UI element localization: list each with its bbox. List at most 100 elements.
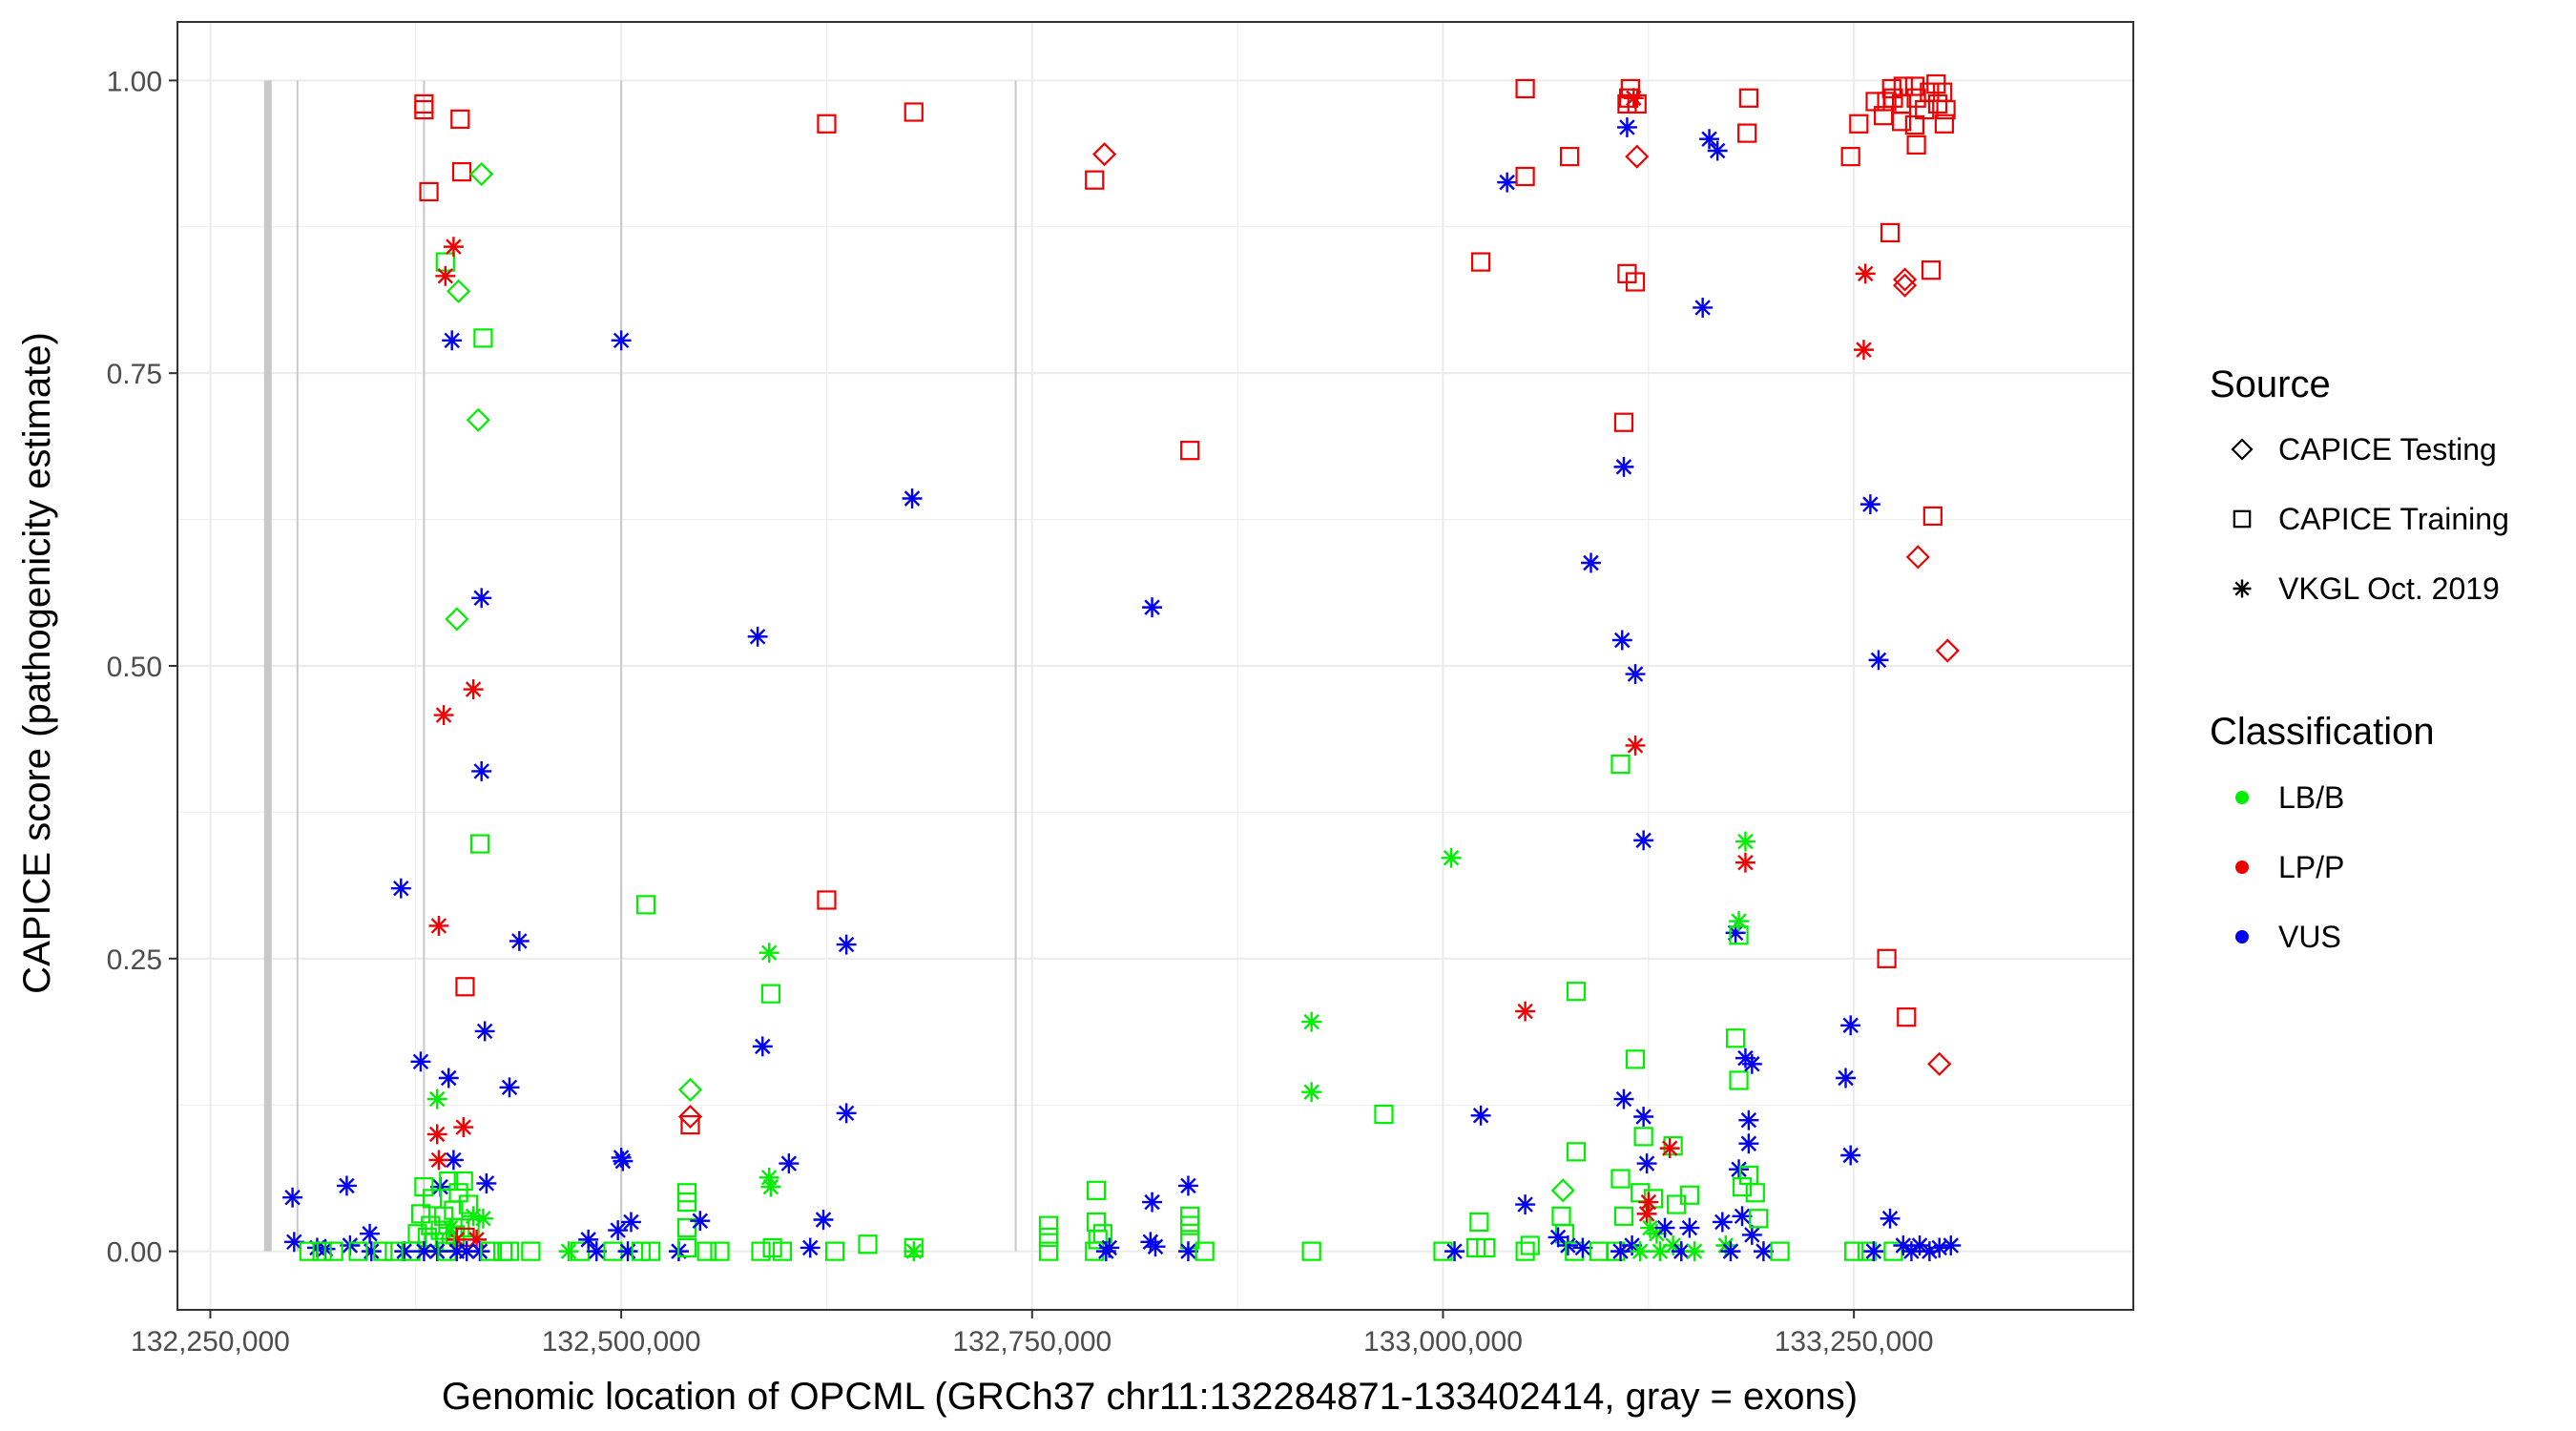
legend-key-square [2233, 509, 2252, 529]
data-point [772, 1241, 793, 1261]
data-point [1650, 1241, 1671, 1262]
data-point [1679, 1185, 1699, 1205]
asterisk-stroke [1517, 1003, 1533, 1020]
data-point [677, 1077, 703, 1102]
asterisk-stroke [339, 1177, 355, 1194]
data-point [1904, 76, 1925, 96]
data-point [1557, 1235, 1578, 1255]
asterisk-stroke [802, 1239, 819, 1256]
data-point [1625, 272, 1646, 292]
data-point [608, 1220, 629, 1240]
data-point [1729, 1070, 1749, 1090]
data-point [410, 1051, 431, 1072]
asterisk-stroke [1635, 832, 1652, 849]
data-point [1921, 260, 1942, 280]
data-point [1906, 135, 1926, 155]
data-point [1934, 114, 1955, 134]
data-point [1572, 1237, 1593, 1258]
data-point [1195, 1241, 1215, 1261]
data-point [1663, 1136, 1683, 1156]
asterisk-stroke [1842, 1147, 1859, 1164]
legend-title-classification: Classification [2210, 711, 2435, 753]
asterisk-stroke [1673, 1243, 1690, 1259]
data-point [1840, 1015, 1861, 1036]
data-point [1180, 1215, 1200, 1235]
data-point [1623, 88, 1644, 109]
asterisk-stroke [1614, 632, 1631, 649]
asterisk-stroke [1472, 1108, 1489, 1124]
data-point [641, 1241, 661, 1261]
asterisk-stroke [1180, 1243, 1196, 1259]
data-point [1630, 1241, 1651, 1262]
legend-title-source: Source [2210, 363, 2331, 405]
data-point [1684, 1241, 1705, 1262]
data-point [1735, 852, 1755, 873]
data-point [428, 1150, 449, 1171]
asterisk-stroke [1615, 459, 1632, 475]
asterisk-stroke [1681, 1219, 1698, 1236]
data-point [474, 1021, 495, 1042]
data-point [499, 1077, 520, 1098]
data-point [635, 895, 656, 915]
data-point [690, 1211, 711, 1232]
data-point [747, 626, 768, 647]
data-point [1515, 1194, 1536, 1214]
asterisk-stroke [1744, 1056, 1760, 1072]
data-point [1085, 170, 1105, 190]
data-point [463, 679, 484, 699]
data-point [1178, 1241, 1198, 1262]
data-point [1566, 982, 1587, 1002]
data-point [1470, 1105, 1491, 1126]
legend-item-lpp: LP/P [2278, 850, 2344, 884]
data-point [1374, 1104, 1394, 1125]
asterisk-stroke [444, 332, 460, 349]
data-point [1877, 92, 1897, 112]
data-point [1729, 911, 1750, 931]
data-point [1679, 1217, 1700, 1238]
asterisk-stroke [1856, 342, 1872, 358]
legend-key-dot [2235, 930, 2249, 944]
asterisk-stroke [455, 1119, 471, 1135]
asterisk-stroke [1144, 599, 1160, 615]
data-point [1633, 830, 1654, 851]
asterisk-stroke [1857, 265, 1874, 282]
asterisk-stroke [1624, 1237, 1640, 1254]
asterisk-stroke [437, 268, 454, 284]
data-point [1515, 78, 1535, 99]
data-point [480, 1241, 500, 1261]
data-point [578, 1229, 599, 1250]
data-point [1840, 147, 1860, 167]
data-point [1515, 1001, 1536, 1022]
data-point [458, 1194, 479, 1214]
data-point [1849, 114, 1869, 134]
data-point [1633, 1127, 1653, 1147]
data-point [677, 1104, 703, 1130]
asterisk-stroke [1881, 1211, 1899, 1227]
data-point [1735, 831, 1755, 852]
asterisk-stroke [1686, 1243, 1703, 1259]
asterisk-stroke [1737, 833, 1754, 850]
asterisk-stroke [1631, 1243, 1649, 1259]
data-point [455, 977, 475, 997]
asterisk-stroke [284, 1189, 301, 1206]
data-point [760, 984, 781, 1004]
data-point [394, 1241, 415, 1262]
asterisk-stroke [1098, 1243, 1114, 1259]
data-point [611, 1148, 632, 1168]
asterisk-stroke [1911, 1237, 1928, 1254]
data-point [442, 330, 463, 351]
data-point [1476, 1237, 1496, 1258]
x-tick-label: 132,500,000 [542, 1326, 701, 1358]
data-point [509, 930, 530, 951]
data-point [1741, 1225, 1762, 1245]
data-point [1611, 630, 1632, 651]
data-point [469, 834, 490, 854]
data-point [1840, 1145, 1861, 1166]
exon-lines [263, 80, 1017, 1252]
legend-item-capice-training: CAPICE Training [2278, 502, 2509, 536]
asterisk-stroke [362, 1226, 378, 1242]
data-point [312, 1241, 332, 1261]
data-point [676, 1192, 697, 1213]
data-point [1749, 1209, 1769, 1229]
data-point [447, 279, 471, 303]
